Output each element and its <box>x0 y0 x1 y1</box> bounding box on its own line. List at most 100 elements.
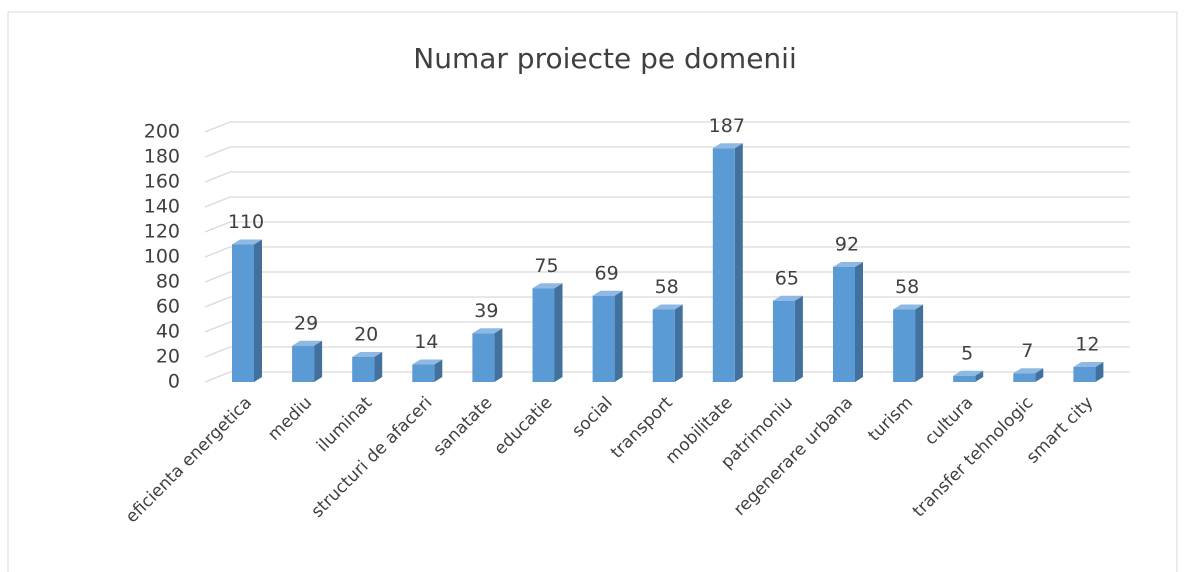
bar-side <box>975 370 984 382</box>
bar <box>953 370 984 382</box>
bar <box>772 295 803 382</box>
bar-side <box>1095 362 1104 382</box>
bar <box>833 262 863 382</box>
data-label: 58 <box>895 276 919 298</box>
bar <box>532 283 563 382</box>
bar <box>472 328 503 382</box>
bar-front <box>532 288 555 382</box>
data-label: 29 <box>294 312 318 334</box>
y-tick-label: 160 <box>144 171 180 193</box>
bar-front <box>1013 373 1036 382</box>
grid-line <box>204 271 1130 283</box>
bar-top <box>772 295 803 301</box>
bar-front <box>352 357 375 382</box>
bar <box>893 304 924 382</box>
y-tick-label: 120 <box>144 221 180 243</box>
bar-front <box>652 309 675 382</box>
grid-line <box>204 146 1130 158</box>
bar <box>232 239 262 382</box>
bar-top <box>893 304 924 310</box>
bar <box>352 352 383 382</box>
bar-front <box>592 295 615 382</box>
y-tick-label: 40 <box>156 321 180 343</box>
bar-front <box>472 333 495 382</box>
grid-line <box>204 371 1130 383</box>
data-label: 92 <box>835 234 859 256</box>
bar-side <box>374 352 383 382</box>
data-label: 110 <box>228 211 264 233</box>
bar-top <box>953 370 984 376</box>
bar-front <box>833 267 855 382</box>
data-label: 75 <box>534 255 558 277</box>
bar <box>652 304 683 382</box>
bar-side <box>734 143 743 382</box>
bar <box>1013 368 1044 382</box>
y-tick-label: 180 <box>144 146 180 168</box>
bar-top <box>292 340 323 346</box>
bar-top <box>1073 362 1104 367</box>
bar <box>292 340 323 382</box>
grid-line <box>204 296 1130 308</box>
bar <box>592 290 623 382</box>
bar-front <box>1073 367 1096 382</box>
data-label: 39 <box>474 300 498 322</box>
bar-top <box>833 262 863 267</box>
bar-side <box>554 283 563 382</box>
bar-side <box>254 239 262 382</box>
bar-side <box>494 328 503 382</box>
bar-front <box>712 148 735 382</box>
chart-frame <box>7 11 1178 572</box>
bar <box>412 359 443 382</box>
bar-top <box>652 304 683 310</box>
data-label: 12 <box>1075 334 1099 356</box>
bar <box>1073 362 1104 382</box>
bar-side <box>434 359 443 382</box>
grid-line <box>204 321 1130 333</box>
bar <box>712 143 743 382</box>
bar-side <box>855 262 863 382</box>
grid-line <box>204 171 1130 183</box>
grid-line <box>204 196 1130 208</box>
y-tick-label: 20 <box>156 346 180 368</box>
bar-side <box>915 304 924 382</box>
bar-side <box>314 340 323 382</box>
bar-top <box>532 283 563 289</box>
bar-top <box>472 328 503 334</box>
y-tick-label: 80 <box>156 271 180 293</box>
bar-top <box>232 239 262 245</box>
bar-front <box>893 309 916 382</box>
bar-front <box>292 345 315 382</box>
data-label: 58 <box>655 276 679 298</box>
bar-front <box>232 244 254 382</box>
bar-top <box>592 290 623 296</box>
bar-front <box>412 364 435 382</box>
bar-top <box>1013 368 1044 374</box>
bar-side <box>794 295 803 382</box>
grid-line <box>204 221 1130 233</box>
bar-top <box>412 359 443 365</box>
bar-side <box>674 304 683 382</box>
grid-line <box>204 121 1130 133</box>
y-tick-label: 0 <box>168 371 180 393</box>
data-label: 5 <box>961 342 973 364</box>
data-label: 187 <box>709 115 745 137</box>
data-label: 69 <box>595 262 619 284</box>
data-label: 20 <box>354 324 378 346</box>
chart-title: Numar proiecte pe domenii <box>413 42 796 75</box>
data-label: 7 <box>1021 340 1033 362</box>
y-tick-label: 200 <box>144 121 180 143</box>
y-tick-label: 140 <box>144 196 180 218</box>
bar-top <box>352 352 383 357</box>
y-tick-label: 60 <box>156 296 180 318</box>
data-label: 14 <box>414 331 438 353</box>
grid-line <box>204 246 1130 258</box>
bar-front <box>953 375 976 382</box>
bar-front <box>772 300 795 382</box>
bar-top <box>712 143 743 149</box>
grid-line <box>204 346 1130 358</box>
bar-side <box>1035 368 1044 382</box>
bar-side <box>614 290 623 382</box>
y-tick-label: 100 <box>144 246 180 268</box>
data-label: 65 <box>775 267 799 289</box>
